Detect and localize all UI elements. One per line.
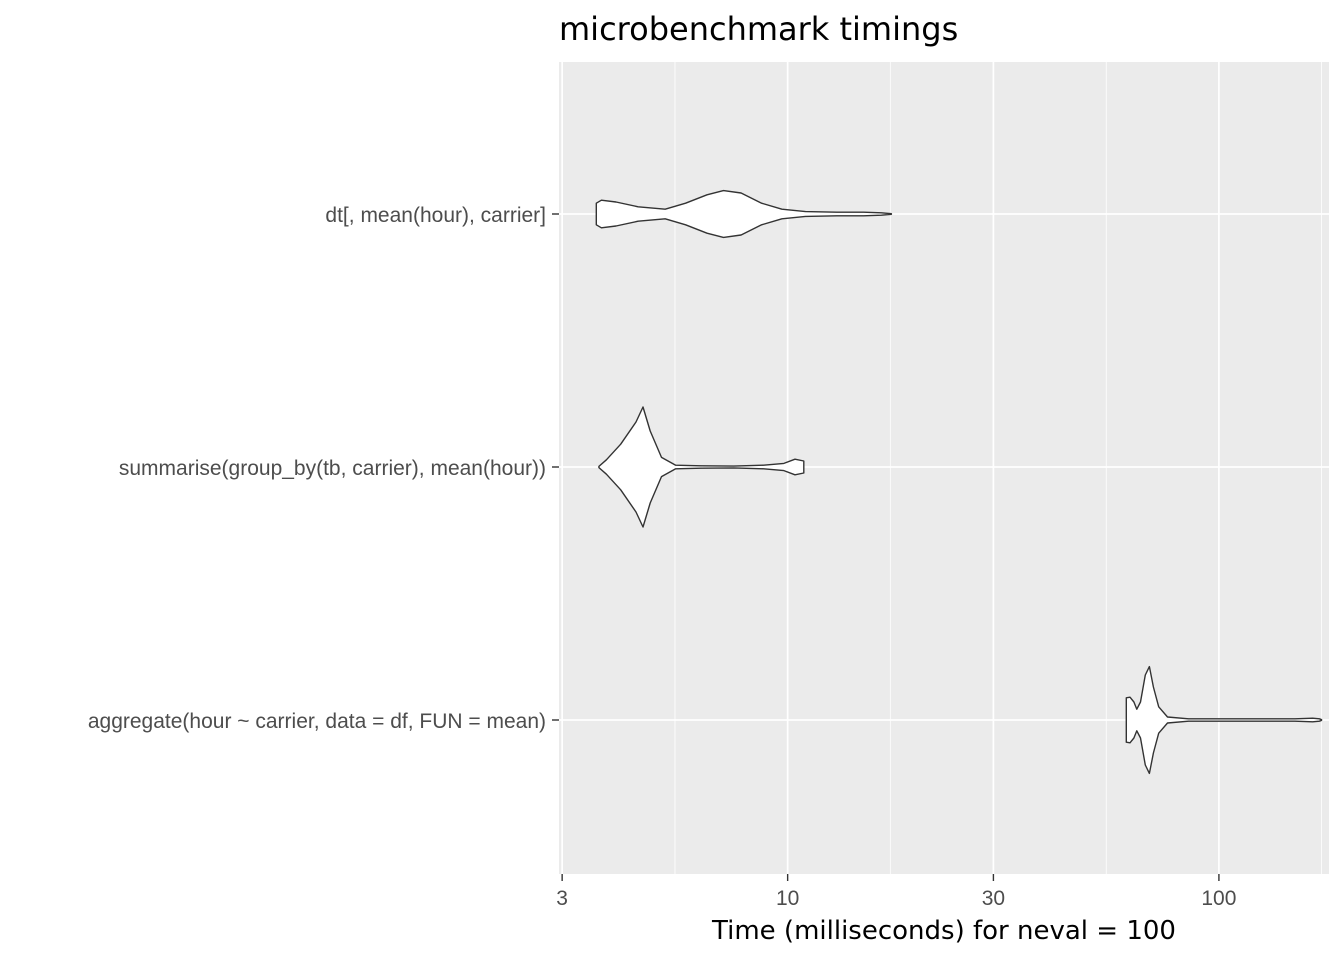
x-tick-label-1: 10 <box>776 887 799 910</box>
x-tick-label-3: 100 <box>1201 887 1236 910</box>
y-tick-label-2: aggregate(hour ~ carrier, data = df, FUN… <box>88 710 546 733</box>
x-axis: 3 10 30 100 <box>556 874 1236 910</box>
x-tick-label-2: 30 <box>982 887 1005 910</box>
violin-2 <box>1125 665 1323 775</box>
violin-0 <box>595 189 893 239</box>
violins <box>595 189 1323 775</box>
x-tick-label-0: 3 <box>556 887 568 910</box>
y-tick-label-1: summarise(group_by(tb, carrier), mean(ho… <box>119 457 546 480</box>
major-gridlines <box>559 62 1329 874</box>
y-tick-label-0: dt[, mean(hour), carrier] <box>325 204 546 227</box>
chart-title: microbenchmark timings <box>559 10 958 48</box>
y-axis: dt[, mean(hour), carrier] summarise(group… <box>88 204 559 733</box>
violin-1 <box>598 406 805 528</box>
x-axis-title: Time (milliseconds) for neval = 100 <box>711 916 1176 946</box>
